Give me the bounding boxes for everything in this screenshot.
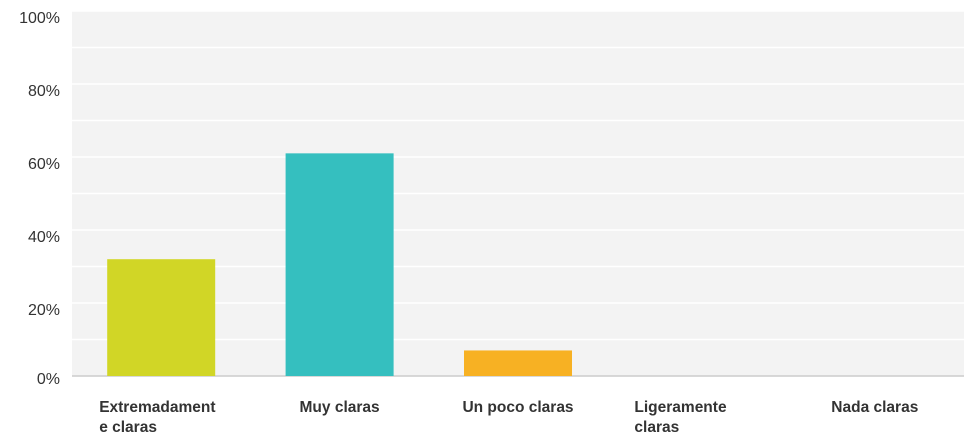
x-tick-text: Nada claras: [831, 399, 919, 416]
x-tick-label: Ligeramente claras: [634, 398, 758, 438]
y-tick-label: 0%: [37, 371, 60, 388]
x-tick-text: Extremadamente claras: [99, 399, 216, 436]
x-tick-text: Un poco claras: [462, 399, 574, 416]
bar: [107, 259, 216, 376]
x-tick-label: Muy claras: [278, 398, 402, 418]
x-tick-label: Extremadamente claras: [99, 398, 223, 438]
y-tick-label: 40%: [28, 229, 60, 246]
y-tick-label: 60%: [28, 156, 60, 173]
bar: [285, 153, 394, 376]
bar: [464, 350, 572, 376]
y-tick-label: 100%: [19, 10, 60, 27]
x-tick-text: Muy claras: [299, 399, 380, 416]
x-tick-label: Nada claras: [813, 398, 937, 418]
y-tick-label: 80%: [28, 83, 60, 100]
x-tick-text: Ligeramente claras: [634, 399, 727, 436]
y-tick-label: 20%: [28, 302, 60, 319]
x-tick-label: Un poco claras: [456, 398, 580, 418]
